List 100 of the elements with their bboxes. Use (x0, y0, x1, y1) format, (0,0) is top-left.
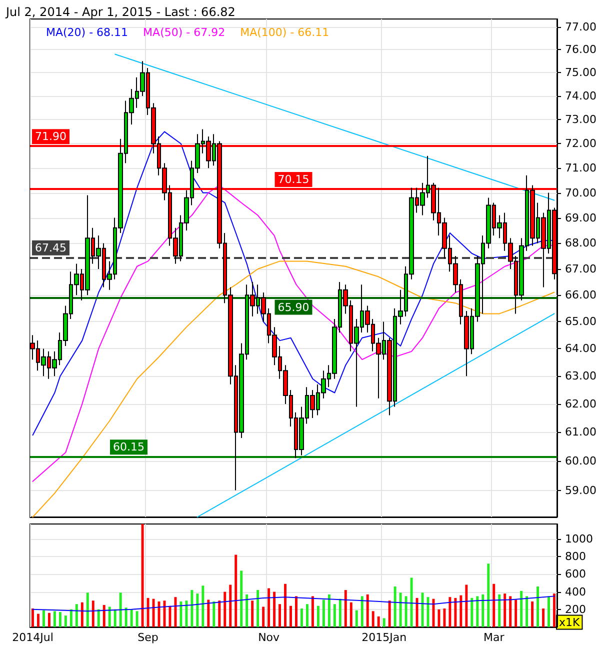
bar (372, 611, 374, 627)
bar (394, 586, 396, 627)
bar (218, 600, 221, 627)
y-tick-label: 75.00 (565, 66, 596, 80)
y-tick-label: 62.00 (565, 397, 596, 410)
y-tick-label: 72.00 (565, 137, 596, 150)
y-tick-label: 60.00 (565, 454, 596, 468)
y-tick-label: 64.00 (565, 342, 596, 356)
bar (124, 608, 128, 627)
y-tick-label: 63.00 (565, 370, 596, 383)
bar (146, 598, 150, 627)
bar (119, 592, 122, 627)
bar (290, 606, 292, 627)
bar (212, 601, 216, 627)
y-tick-label: 68.00 (565, 236, 596, 250)
bar (262, 606, 265, 627)
bar (48, 612, 50, 627)
y-tick-label: 77.00 (565, 20, 596, 34)
bar (75, 604, 78, 627)
bar (404, 596, 408, 627)
bar (316, 606, 320, 627)
bar (224, 592, 226, 627)
y-tick-label: 61.00 (565, 426, 596, 439)
bar (509, 596, 512, 627)
y-axis-title: x1K (559, 616, 581, 629)
bar (487, 564, 490, 627)
text: MA(20) - 68.11 (46, 26, 128, 39)
bar (355, 610, 358, 627)
bar (536, 586, 540, 627)
y-tick-label: 400 (565, 585, 586, 598)
y-tick-label: 73.00 (565, 113, 596, 126)
bar (70, 609, 72, 627)
bar (295, 596, 298, 627)
bar (366, 594, 369, 627)
bar (333, 604, 336, 627)
ref-line-label: 67.45 (35, 241, 66, 254)
bar (234, 554, 238, 627)
line-series (32, 596, 555, 612)
y-tick-label: 59.00 (565, 484, 596, 497)
bar (251, 600, 254, 627)
bar (92, 600, 94, 627)
y-tick-label: 600 (565, 568, 586, 581)
x-tick-label: 2015Jan (362, 631, 407, 644)
bar (102, 604, 106, 627)
bar (168, 606, 172, 627)
y-tick-label: 65.00 (565, 315, 596, 328)
bar (284, 584, 286, 627)
bar (344, 590, 347, 627)
bar (80, 602, 84, 627)
text: MA(100) - 66.11 (240, 26, 330, 39)
bar (553, 594, 556, 627)
bar (476, 596, 479, 627)
text: MA(50) - 67.92 (143, 26, 226, 39)
bar (338, 598, 342, 627)
bar (454, 598, 457, 627)
bar (58, 612, 62, 627)
x-tick-label: Sep (138, 631, 158, 644)
bar (514, 600, 518, 627)
bar (526, 596, 528, 627)
bar (229, 584, 232, 627)
bar (190, 590, 194, 627)
bar (438, 609, 440, 627)
bar (504, 594, 506, 627)
bar (350, 602, 352, 627)
bar (53, 611, 56, 627)
bar (360, 596, 364, 627)
x-tick-label: Mar (483, 631, 505, 644)
bar (64, 616, 67, 627)
bar (492, 584, 496, 627)
y-tick-label: 69.00 (565, 211, 596, 224)
y-tick-label: 76.00 (565, 43, 596, 56)
bar (520, 590, 523, 627)
bar (465, 584, 468, 627)
y-tick-label: 74.00 (565, 90, 596, 103)
y-tick-label: 70.00 (565, 186, 596, 200)
chart-title: Jul 2, 2014 - Apr 1, 2015 - Last : 66.82 (5, 5, 236, 19)
bar (531, 601, 534, 627)
bar (86, 592, 89, 627)
x-tick-label: Nov (258, 631, 280, 644)
line-series (32, 184, 555, 482)
ref-line-label: 71.90 (35, 130, 66, 144)
y-tick-label: 800 (565, 550, 586, 564)
bar (278, 604, 282, 627)
bar (268, 588, 270, 627)
bar (322, 600, 325, 627)
bar (311, 596, 314, 627)
bar (97, 609, 100, 627)
bar (399, 592, 402, 627)
y-tick-label: 1000 (565, 532, 593, 546)
bar (256, 590, 260, 627)
bar (32, 608, 34, 627)
bar (382, 618, 386, 627)
bar (108, 606, 111, 627)
bar (443, 608, 446, 627)
bar (141, 524, 144, 627)
bar (246, 594, 248, 627)
bar (377, 616, 380, 627)
bar (460, 595, 462, 627)
bar (388, 600, 391, 627)
bar (152, 598, 155, 627)
